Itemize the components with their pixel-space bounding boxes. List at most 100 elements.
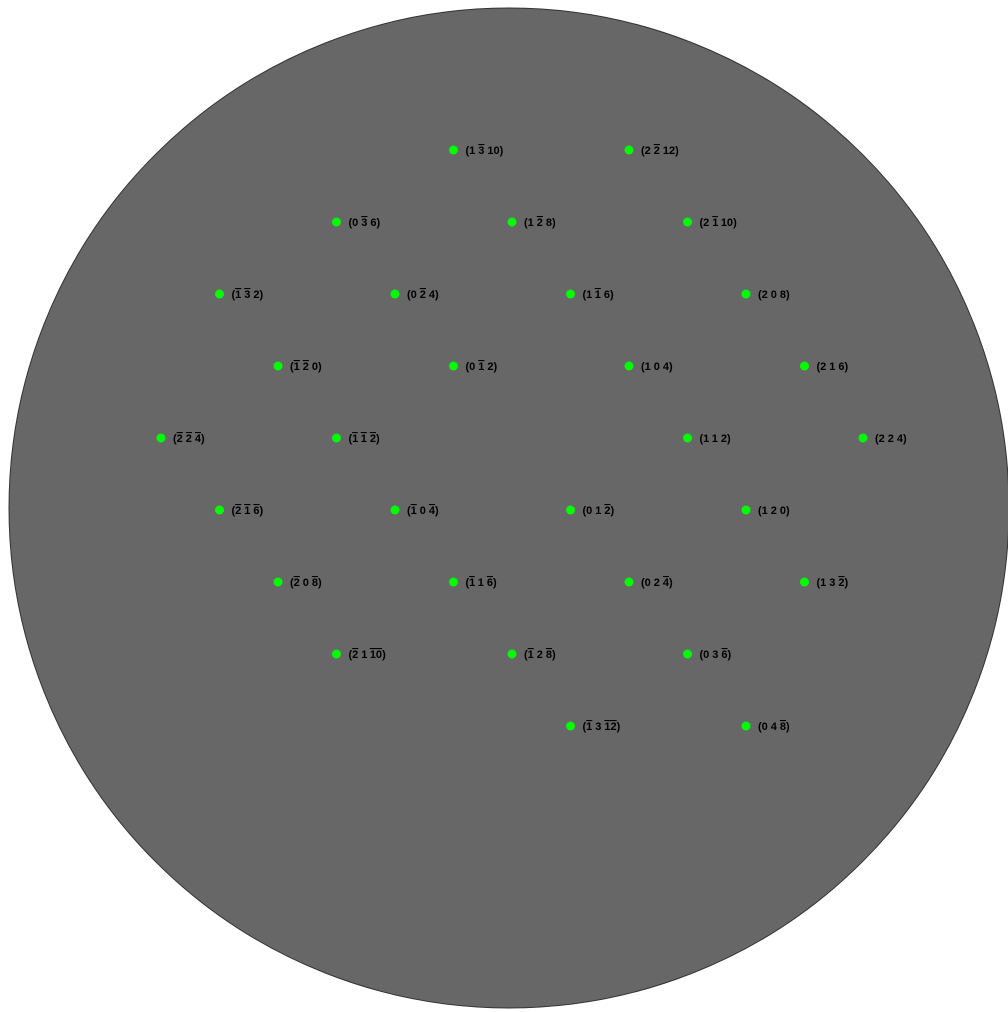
miller-index: 2 — [703, 217, 709, 229]
reflection-label: (1 3 2) — [232, 289, 264, 301]
reflection-label: (1 3 12) — [583, 721, 621, 733]
index-bracket: ( — [817, 577, 821, 589]
reflection-spot — [215, 289, 224, 299]
index-bracket: ) — [786, 505, 790, 517]
index-bracket: ( — [641, 361, 645, 373]
reflection-spot — [273, 361, 283, 371]
miller-index: 0 — [703, 649, 709, 661]
reflection-spot — [215, 505, 224, 515]
index-bracket: ) — [675, 145, 679, 157]
reflection-label: (0 3 6) — [700, 649, 732, 661]
index-bracket: ( — [700, 217, 704, 229]
miller-index: 2 — [537, 649, 543, 661]
miller-index: 1 — [235, 289, 241, 301]
reflection-label: (2 0 8) — [290, 577, 322, 589]
miller-index: 2 — [604, 505, 610, 517]
reflection-spot — [683, 649, 692, 659]
miller-index: 8 — [546, 649, 552, 661]
index-bracket: ( — [758, 721, 762, 733]
reflection-spot — [273, 577, 283, 587]
index-bracket: ( — [173, 433, 177, 445]
miller-index: 0 — [469, 361, 475, 373]
index-bracket: ( — [407, 289, 411, 301]
reflection-spot — [566, 721, 575, 731]
reflection-label: (2 2 12) — [641, 145, 679, 157]
index-bracket: ( — [466, 361, 470, 373]
miller-index: 10 — [487, 145, 499, 157]
miller-index: 6 — [838, 361, 844, 373]
index-bracket: ) — [786, 721, 790, 733]
miller-index: 1 — [528, 217, 534, 229]
index-bracket: ) — [376, 433, 380, 445]
miller-index: 0 — [645, 577, 651, 589]
index-bracket: ( — [349, 217, 353, 229]
reflection-spot — [449, 361, 458, 371]
reflection-label: (2 1 6) — [817, 361, 849, 373]
index-bracket: ) — [611, 505, 615, 517]
miller-index: 2 — [879, 433, 885, 445]
miller-index: 4 — [663, 577, 670, 589]
index-bracket: ) — [903, 433, 907, 445]
miller-index: 6 — [253, 505, 259, 517]
index-bracket: ) — [382, 649, 386, 661]
miller-index: 6 — [604, 289, 610, 301]
reflection-label: (0 2 4) — [407, 289, 439, 301]
miller-index: 2 — [762, 289, 768, 301]
index-bracket: ) — [552, 217, 556, 229]
miller-index: 2 — [838, 577, 844, 589]
reflection-spot — [858, 433, 868, 443]
miller-index: 2 — [253, 289, 259, 301]
miller-index: 0 — [420, 505, 426, 517]
index-bracket: ( — [524, 649, 528, 661]
miller-index: 1 — [294, 361, 300, 373]
reflection-label: (1 1 2) — [349, 433, 380, 445]
reflection-spot — [390, 505, 400, 515]
index-bracket: ( — [583, 289, 587, 301]
miller-index: 2 — [303, 361, 309, 373]
index-bracket: ) — [435, 289, 439, 301]
miller-index: 8 — [312, 577, 318, 589]
index-bracket: ) — [260, 289, 264, 301]
miller-index: 2 — [654, 577, 660, 589]
miller-index: 1 — [586, 289, 592, 301]
reflection-spot — [624, 145, 634, 155]
miller-index: 2 — [235, 505, 241, 517]
miller-index: 2 — [645, 145, 651, 157]
reflection-label: (1 1 6) — [583, 289, 614, 301]
miller-index: 2 — [888, 433, 894, 445]
reflection-label: (2 1 10) — [700, 217, 738, 229]
miller-index: 12 — [604, 721, 616, 733]
index-bracket: ( — [758, 505, 762, 517]
miller-index: 1 — [595, 289, 601, 301]
index-bracket: ( — [232, 289, 236, 301]
reflection-label: (1 3 2) — [817, 577, 849, 589]
miller-index: 0 — [303, 577, 309, 589]
miller-index: 1 — [478, 577, 484, 589]
miller-index: 1 — [352, 433, 358, 445]
miller-index: 4 — [429, 505, 436, 517]
index-bracket: ( — [524, 217, 528, 229]
reflection-label: (1 3 10) — [466, 145, 504, 157]
reflection-spot — [332, 433, 341, 443]
miller-index: 1 — [478, 361, 484, 373]
miller-index: 8 — [546, 217, 552, 229]
index-bracket: ( — [641, 145, 645, 157]
reflection-spot — [332, 217, 341, 227]
miller-index: 3 — [595, 721, 601, 733]
index-bracket: ) — [610, 289, 614, 301]
index-bracket: ) — [728, 649, 732, 661]
index-bracket: ) — [260, 505, 264, 517]
index-bracket: ) — [318, 361, 322, 373]
index-bracket: ( — [700, 433, 704, 445]
index-bracket: ) — [552, 649, 556, 661]
reflection-label: (0 4 8) — [758, 721, 790, 733]
reflection-spot — [156, 433, 166, 443]
index-bracket: ) — [494, 361, 498, 373]
miller-index: 2 — [186, 433, 192, 445]
miller-index: 0 — [771, 289, 777, 301]
miller-index: 1 — [361, 649, 367, 661]
index-bracket: ) — [786, 289, 790, 301]
index-bracket: ( — [349, 433, 353, 445]
miller-index: 3 — [712, 649, 718, 661]
reflection-label: (1 0 4) — [641, 361, 673, 373]
